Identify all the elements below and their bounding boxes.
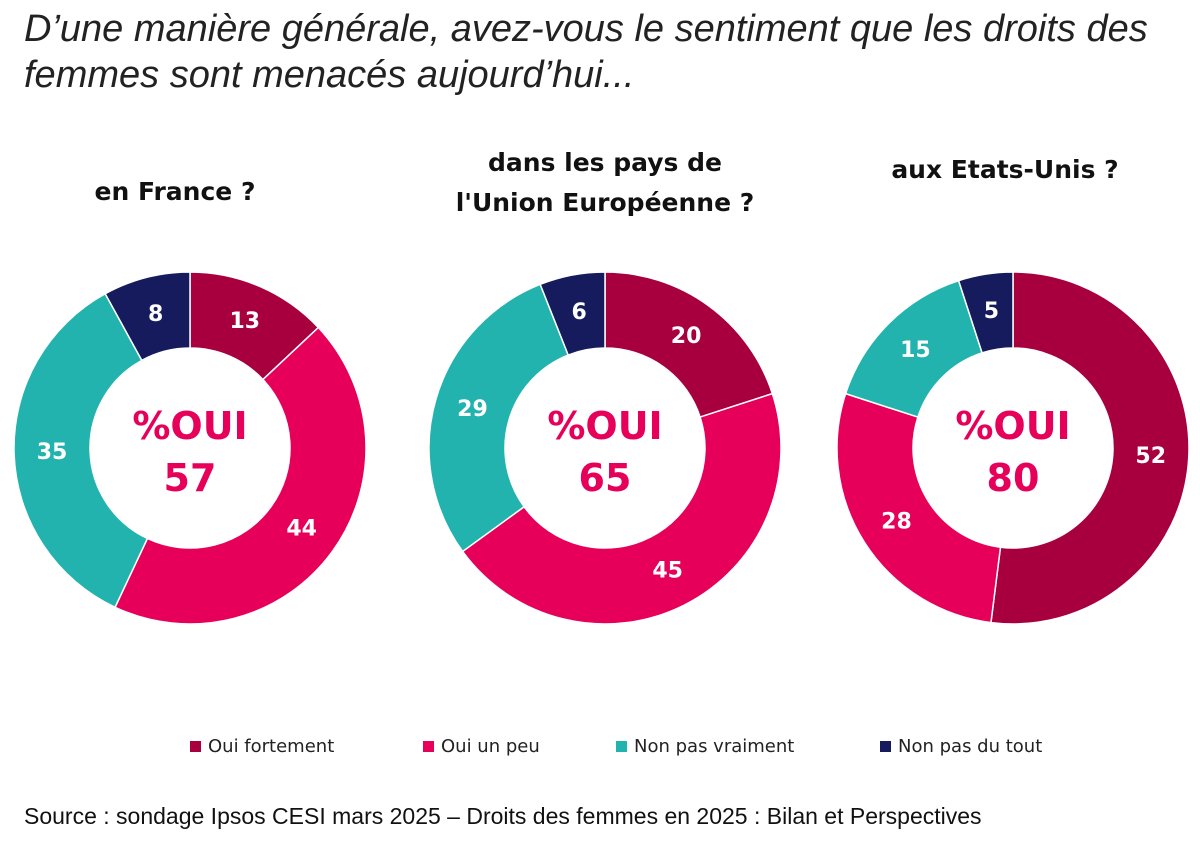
donut-segment-etats-unis-oui-un-peu [836,392,1002,624]
data-label-ue-non-pas-du-tout: 6 [571,300,586,325]
center-value-ue: 65 [579,456,632,500]
donut-segment-france-non-pas-du-tout [104,271,191,362]
data-label-ue-non-pas-vraiment: 29 [457,397,488,422]
legend-swatch-non-pas-du-tout [880,741,891,752]
center-value-etats-unis: 80 [987,456,1040,500]
donut-chart-ue: 20 45 29 6 %OUI 65 [428,271,782,625]
center-label-france: %OUI [132,404,247,448]
data-label-etats-unis-non-pas-du-tout: 5 [984,299,999,324]
data-label-france-non-pas-vraiment: 35 [37,440,68,465]
legend-swatch-oui-un-peu [423,741,434,752]
legend-swatch-non-pas-vraiment [616,741,627,752]
donut-segment-etats-unis-oui-fortement [990,271,1190,625]
legend-label-oui-un-peu: Oui un peu [441,736,540,757]
donut-chart-france: 13 44 35 8 %OUI 57 [13,271,367,625]
data-label-ue-oui-un-peu: 45 [652,558,683,583]
donut-chart-etats-unis: 52 28 15 5 %OUI 80 [836,271,1190,625]
legend-item-non-pas-du-tout: Non pas du tout [880,736,1042,757]
legend-item-oui-un-peu: Oui un peu [423,736,540,757]
data-label-etats-unis-oui-fortement: 52 [1135,444,1166,469]
donut-segment-ue-non-pas-vraiment [428,283,570,553]
center-value-france: 57 [164,456,217,500]
legend-swatch-oui-fortement [190,741,201,752]
chart-title-etats-unis: aux Etats-Unis ? [891,155,1119,184]
legend-item-non-pas-vraiment: Non pas vraiment [616,736,794,757]
chart-title-ue: dans les pays de l'Union Européenne ? [455,148,755,217]
center-label-ue: %OUI [547,404,662,448]
legend-label-oui-fortement: Oui fortement [208,736,335,757]
data-label-etats-unis-non-pas-vraiment: 15 [900,338,931,363]
donut-segment-ue-oui-fortement [604,271,774,419]
donut-segment-france-oui-un-peu [114,326,367,625]
center-label-etats-unis: %OUI [955,404,1070,448]
donut-segment-ue-non-pas-du-tout [539,271,606,356]
data-label-etats-unis-oui-un-peu: 28 [881,509,912,534]
chart-title-france: en France ? [94,177,256,206]
data-label-france-oui-fortement: 13 [229,309,260,334]
legend-item-oui-fortement: Oui fortement [190,736,334,757]
legend-label-non-pas-vraiment: Non pas vraiment [634,736,795,757]
main-title: D’une manière générale, avez-vous le sen… [24,8,1148,96]
donut-segment-etats-unis-non-pas-du-tout [957,271,1014,354]
data-label-ue-oui-fortement: 20 [671,324,702,349]
donut-segment-france-non-pas-vraiment [13,292,149,609]
donut-segment-ue-oui-un-peu [461,392,782,625]
legend: Oui fortement Oui un peu Non pas vraimen… [190,736,1090,760]
data-label-france-oui-un-peu: 44 [286,517,317,542]
legend-label-non-pas-du-tout: Non pas du tout [898,736,1043,757]
source-note: Source : sondage Ipsos CESI mars 2025 – … [24,803,982,829]
data-label-france-non-pas-du-tout: 8 [148,302,163,327]
